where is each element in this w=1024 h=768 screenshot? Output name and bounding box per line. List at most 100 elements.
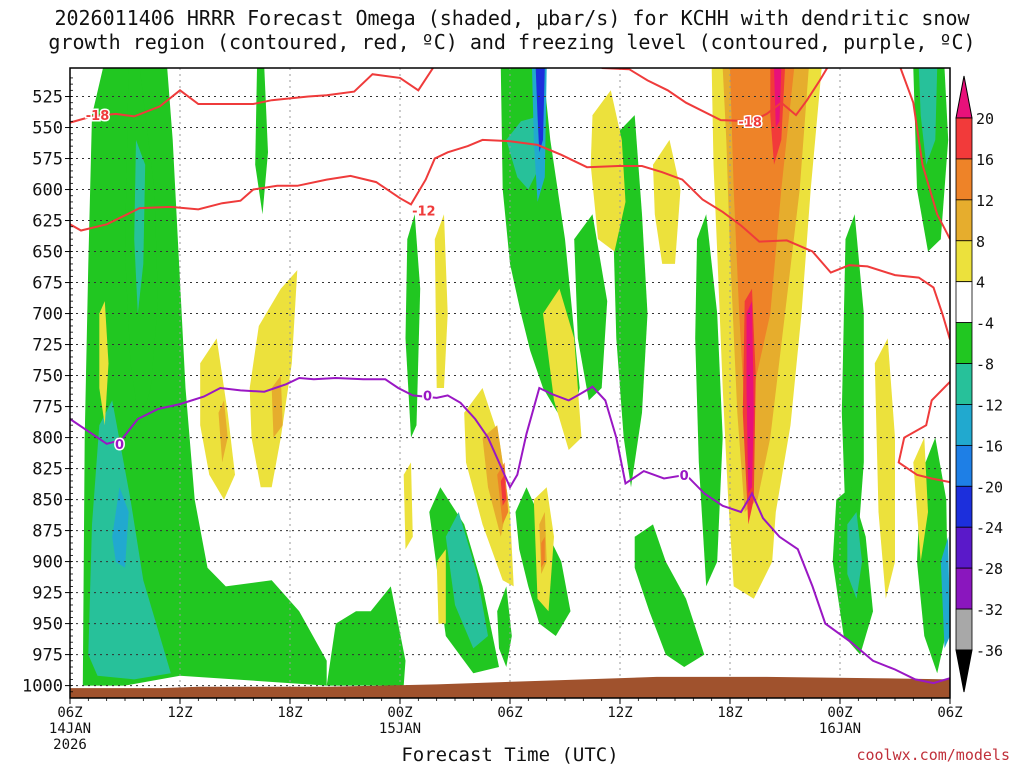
x-tick-sub1: 15JAN bbox=[378, 721, 422, 737]
omega-region-26 bbox=[940, 536, 950, 649]
freezing-level-line bbox=[70, 376, 950, 685]
y-tick-label-725: 725 bbox=[32, 336, 63, 356]
colorbar-label-13: -36 bbox=[976, 642, 1003, 660]
omega-region-24 bbox=[918, 68, 938, 165]
dgz-isotherm-2 bbox=[601, 68, 829, 123]
y-tick-label-525: 525 bbox=[32, 88, 63, 108]
x-tick-sub2: 2026 bbox=[53, 737, 87, 753]
contour-label-4: 0 bbox=[423, 389, 432, 404]
colorbar-bin-1 bbox=[955, 158, 973, 201]
x-axis-label: Forecast Time (UTC) bbox=[401, 744, 619, 766]
contour-label-0: -18 bbox=[86, 109, 110, 124]
x-tick-label-0: 06Z 14JAN 2026 bbox=[30, 705, 110, 753]
omega-region-34 bbox=[436, 549, 446, 624]
y-tick-label-625: 625 bbox=[32, 212, 63, 232]
omega-region-33 bbox=[403, 462, 413, 550]
colorbar-bin-4 bbox=[955, 281, 973, 324]
omega-region-38 bbox=[500, 474, 507, 506]
omega-region-51 bbox=[774, 68, 782, 128]
colorbar-label-11: -28 bbox=[976, 560, 1003, 578]
colorbar-bin-3 bbox=[955, 240, 973, 283]
y-tick-label-950: 950 bbox=[32, 615, 63, 635]
colorbar-bin-0 bbox=[955, 117, 973, 160]
colorbar: 20 16 12 8 4 -4 -8 -12 -16 -20 -24 -28 -32 -36 bbox=[955, 75, 1003, 693]
colorbar-bin-2 bbox=[955, 199, 973, 242]
y-tick-label-875: 875 bbox=[32, 522, 63, 542]
omega-region-18 bbox=[634, 524, 705, 667]
omega-region-2 bbox=[112, 487, 129, 568]
x-tick-label-7: 00Z 16JAN bbox=[800, 705, 880, 737]
y-tick-label-750: 750 bbox=[32, 367, 63, 387]
x-tick-label-6: 18Z bbox=[690, 705, 770, 721]
y-tick-label-775: 775 bbox=[32, 398, 63, 418]
colorbar-label-10: -24 bbox=[976, 519, 1003, 537]
colorbar-bin-12 bbox=[955, 608, 973, 651]
credit-link[interactable]: coolwx.com/models bbox=[856, 746, 1010, 764]
y-tick-label-575: 575 bbox=[32, 150, 63, 170]
x-tick-label: 18Z bbox=[277, 705, 303, 721]
colorbar-label-5: -4 bbox=[976, 315, 994, 333]
y-tick-label-600: 600 bbox=[32, 181, 63, 201]
colorbar-label-4: 4 bbox=[976, 274, 985, 292]
colorbar-label-0: 20 bbox=[976, 110, 994, 128]
y-tick-label-550: 550 bbox=[32, 119, 63, 139]
y-tick-label-1000: 1000 bbox=[22, 677, 63, 697]
x-tick-label: 12Z bbox=[607, 705, 633, 721]
x-tick-label: 12Z bbox=[167, 705, 193, 721]
chart-title: 2026011406 HRRR Forecast Omega (shaded, … bbox=[0, 6, 1024, 54]
x-tick-label: 06Z bbox=[937, 705, 963, 721]
x-tick-label-8: 06Z bbox=[910, 705, 990, 721]
colorbar-bin-8 bbox=[955, 444, 973, 487]
colorbar-label-6: -8 bbox=[976, 356, 994, 374]
omega-region-27 bbox=[99, 301, 109, 426]
colorbar-label-1: 16 bbox=[976, 151, 994, 169]
omega-region-50 bbox=[746, 301, 754, 494]
y-tick-label-900: 900 bbox=[32, 553, 63, 573]
contour-label-1: -12 bbox=[412, 205, 436, 220]
y-tick-label-850: 850 bbox=[32, 491, 63, 511]
omega-region-31 bbox=[271, 375, 283, 438]
omega-region-22 bbox=[847, 512, 862, 599]
omega-region-4 bbox=[134, 139, 146, 314]
dgz-isotherm-1 bbox=[70, 138, 950, 340]
y-tick-label-650: 650 bbox=[32, 243, 63, 263]
omega-region-42 bbox=[590, 90, 626, 252]
title-line-2: growth region (contoured, red, ºC) and f… bbox=[48, 30, 976, 54]
colorbar-label-3: 8 bbox=[976, 233, 985, 251]
y-tick-label-800: 800 bbox=[32, 429, 63, 449]
colorbar-bin-5 bbox=[955, 322, 973, 364]
omega-region-41 bbox=[541, 536, 545, 568]
y-tick-label-975: 975 bbox=[32, 646, 63, 666]
colorbar-bin-7 bbox=[955, 404, 973, 446]
omega-region-13 bbox=[535, 68, 545, 153]
colorbar-bin-9 bbox=[955, 485, 973, 528]
omega-region-28 bbox=[200, 338, 235, 500]
x-tick-label: 06Z bbox=[497, 705, 523, 721]
terrain-fill bbox=[70, 676, 950, 698]
omega-region-44 bbox=[543, 288, 582, 450]
x-tick-label: 18Z bbox=[717, 705, 743, 721]
contour-label-3: 0 bbox=[115, 438, 124, 453]
y-tick-label-675: 675 bbox=[32, 274, 63, 294]
colorbar-bin-10 bbox=[955, 526, 973, 569]
colorbar-bin-11 bbox=[955, 567, 973, 610]
y-tick-label-700: 700 bbox=[32, 305, 63, 325]
contour-label-5: 0 bbox=[680, 469, 689, 484]
x-tick-label: 06Z bbox=[57, 705, 83, 721]
dgz-isotherm-3 bbox=[899, 68, 950, 240]
omega-region-29 bbox=[249, 270, 298, 488]
x-tick-label: 00Z bbox=[827, 705, 853, 721]
omega-region-30 bbox=[218, 400, 228, 463]
x-tick-label-4: 06Z bbox=[470, 705, 550, 721]
omega-region-7 bbox=[405, 214, 421, 438]
x-tick-label-3: 00Z 15JAN bbox=[360, 705, 440, 737]
y-tick-label-825: 825 bbox=[32, 460, 63, 480]
title-line-1: 2026011406 HRRR Forecast Omega (shaded, … bbox=[54, 6, 970, 30]
colorbar-bottom-arrow bbox=[955, 649, 973, 693]
omega-region-9 bbox=[445, 512, 488, 649]
omega-region-19 bbox=[695, 214, 723, 587]
omega-region-16 bbox=[574, 214, 608, 401]
plot-layer: -18 -12 -18 0 0 0 bbox=[70, 68, 950, 698]
omega-region-20 bbox=[841, 214, 864, 568]
